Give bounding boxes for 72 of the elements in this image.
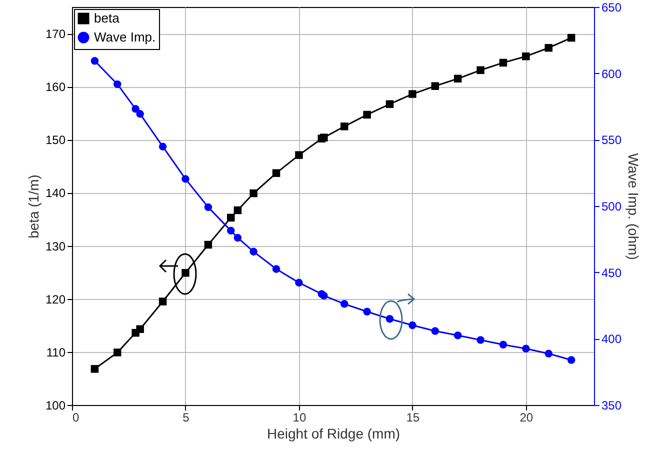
point <box>234 234 242 242</box>
x-tick-label: 15 <box>406 410 420 424</box>
point <box>204 203 212 212</box>
point <box>234 206 242 214</box>
point <box>454 331 462 340</box>
y2-tick-label: 350 <box>602 398 622 412</box>
point <box>204 240 212 249</box>
y2-tick-label: 550 <box>602 133 622 148</box>
point <box>567 34 576 42</box>
point <box>408 90 416 98</box>
y2-tick-label: 500 <box>602 200 622 214</box>
y-tick-label: 130 <box>45 239 66 254</box>
point <box>386 100 394 108</box>
point <box>544 44 552 52</box>
point <box>132 105 140 113</box>
legend-label: beta <box>94 10 120 26</box>
point <box>499 58 508 67</box>
x-tick-label: 0 <box>72 410 80 424</box>
point <box>499 340 508 348</box>
point <box>476 66 484 74</box>
point <box>363 308 371 316</box>
point <box>182 175 190 183</box>
y2-tick-label: 650 <box>602 0 622 14</box>
y2-tick-label: 450 <box>602 266 622 280</box>
y-tick-label: 120 <box>45 292 66 306</box>
legend-label: Wave Imp. <box>94 30 156 44</box>
y-tick-label: 170 <box>45 27 66 42</box>
point <box>136 110 144 118</box>
y-tick-label: 100 <box>45 398 66 412</box>
point <box>340 122 348 130</box>
point <box>476 336 484 344</box>
point <box>90 365 99 373</box>
x-axis-title: Height of Ridge (mm) <box>266 426 400 442</box>
point <box>226 214 235 222</box>
point <box>158 142 167 150</box>
y2-axis-title: Wave Imp. (ohm) <box>626 153 642 260</box>
point <box>522 344 530 352</box>
x-tick-label: 5 <box>182 410 190 424</box>
point <box>250 189 258 198</box>
point <box>431 327 440 335</box>
point <box>522 52 530 60</box>
point <box>454 74 462 83</box>
y2-tick-label: 600 <box>602 66 622 81</box>
y-tick-label: 140 <box>45 186 66 200</box>
point <box>320 292 328 300</box>
point <box>158 298 167 306</box>
point <box>136 325 144 333</box>
point <box>295 151 303 159</box>
point <box>295 278 303 287</box>
y-tick-label: 160 <box>45 80 66 94</box>
point <box>320 134 328 142</box>
point <box>182 268 190 277</box>
y2-tick-label: 400 <box>602 332 622 346</box>
point <box>544 350 552 358</box>
x-tick-label: 10 <box>292 410 306 424</box>
point <box>386 315 394 323</box>
point <box>226 226 235 235</box>
point <box>250 248 258 256</box>
point <box>114 348 122 356</box>
point <box>363 110 371 119</box>
y-axis-title: beta (1/m) <box>25 174 42 238</box>
point <box>90 56 99 65</box>
y-tick-label: 110 <box>46 345 66 360</box>
point <box>114 80 122 88</box>
point <box>567 356 576 364</box>
point <box>272 265 280 273</box>
y-tick-label: 150 <box>45 133 66 148</box>
point <box>340 300 348 308</box>
point <box>431 82 440 90</box>
point <box>272 169 280 177</box>
point <box>408 321 416 330</box>
x-tick-label: 20 <box>520 410 534 424</box>
